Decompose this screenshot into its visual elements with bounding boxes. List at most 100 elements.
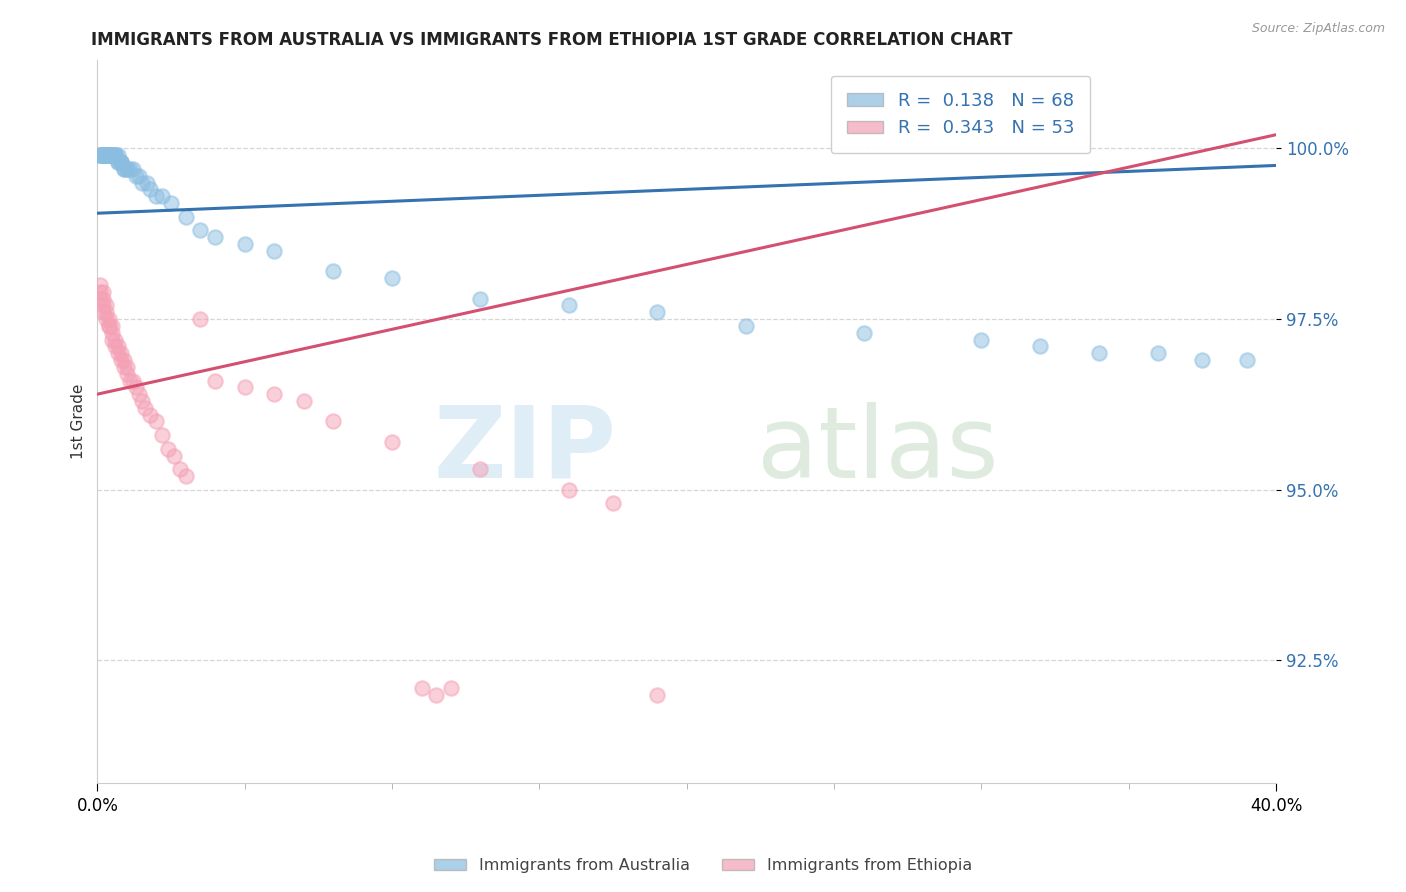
- Point: [115, 161, 138, 176]
- Point: [91, 148, 114, 162]
- Point: [263, 387, 285, 401]
- Legend: Immigrants from Australia, Immigrants from Ethiopia: Immigrants from Australia, Immigrants fr…: [427, 852, 979, 880]
- Point: [110, 346, 132, 360]
- Point: [101, 326, 124, 340]
- Point: [91, 148, 114, 162]
- Point: [190, 223, 212, 237]
- Point: [112, 161, 135, 176]
- Point: [96, 148, 118, 162]
- Point: [96, 148, 118, 162]
- Point: [160, 196, 183, 211]
- Point: [139, 408, 162, 422]
- Point: [163, 449, 186, 463]
- Point: [1088, 346, 1111, 360]
- Point: [157, 442, 180, 456]
- Point: [98, 318, 121, 333]
- Point: [98, 148, 121, 162]
- Point: [1191, 353, 1213, 368]
- Point: [204, 230, 226, 244]
- Point: [1147, 346, 1170, 360]
- Point: [1029, 339, 1052, 353]
- Point: [558, 298, 581, 312]
- Point: [118, 161, 141, 176]
- Point: [107, 346, 129, 360]
- Point: [96, 305, 118, 319]
- Point: [91, 305, 114, 319]
- Text: IMMIGRANTS FROM AUSTRALIA VS IMMIGRANTS FROM ETHIOPIA 1ST GRADE CORRELATION CHAR: IMMIGRANTS FROM AUSTRALIA VS IMMIGRANTS …: [91, 31, 1012, 49]
- Point: [91, 148, 114, 162]
- Point: [121, 161, 143, 176]
- Point: [128, 169, 150, 183]
- Point: [115, 367, 138, 381]
- Point: [204, 374, 226, 388]
- Point: [115, 359, 138, 374]
- Point: [292, 394, 315, 409]
- Point: [96, 298, 118, 312]
- Point: [233, 236, 256, 251]
- Point: [131, 394, 153, 409]
- Point: [118, 374, 141, 388]
- Point: [104, 339, 127, 353]
- Point: [852, 326, 875, 340]
- Point: [89, 285, 111, 299]
- Point: [98, 312, 121, 326]
- Point: [734, 318, 756, 333]
- Point: [91, 298, 114, 312]
- Point: [89, 277, 111, 292]
- Point: [96, 148, 118, 162]
- Point: [110, 353, 132, 368]
- Point: [110, 155, 132, 169]
- Point: [98, 148, 121, 162]
- Point: [98, 148, 121, 162]
- Point: [101, 148, 124, 162]
- Point: [104, 333, 127, 347]
- Point: [107, 148, 129, 162]
- Point: [381, 271, 404, 285]
- Point: [89, 292, 111, 306]
- Y-axis label: 1st Grade: 1st Grade: [72, 384, 86, 459]
- Point: [101, 148, 124, 162]
- Text: Source: ZipAtlas.com: Source: ZipAtlas.com: [1251, 22, 1385, 36]
- Point: [89, 148, 111, 162]
- Legend: R =  0.138   N = 68, R =  0.343   N = 53: R = 0.138 N = 68, R = 0.343 N = 53: [831, 76, 1090, 153]
- Point: [91, 292, 114, 306]
- Point: [107, 155, 129, 169]
- Point: [91, 148, 114, 162]
- Point: [645, 305, 668, 319]
- Point: [98, 148, 121, 162]
- Point: [112, 161, 135, 176]
- Point: [169, 462, 191, 476]
- Point: [381, 434, 404, 449]
- Point: [174, 469, 197, 483]
- Point: [96, 148, 118, 162]
- Point: [110, 155, 132, 169]
- Point: [136, 176, 159, 190]
- Point: [322, 415, 344, 429]
- Point: [558, 483, 581, 497]
- Point: [150, 189, 173, 203]
- Point: [91, 148, 114, 162]
- Point: [134, 401, 156, 415]
- Point: [150, 428, 173, 442]
- Point: [104, 148, 127, 162]
- Point: [322, 264, 344, 278]
- Point: [970, 333, 993, 347]
- Point: [470, 292, 492, 306]
- Point: [470, 462, 492, 476]
- Point: [112, 353, 135, 368]
- Point: [425, 688, 447, 702]
- Point: [602, 496, 624, 510]
- Point: [174, 210, 197, 224]
- Point: [411, 681, 433, 695]
- Point: [139, 182, 162, 196]
- Point: [91, 148, 114, 162]
- Point: [101, 148, 124, 162]
- Point: [121, 374, 143, 388]
- Point: [1236, 353, 1258, 368]
- Point: [101, 318, 124, 333]
- Point: [98, 318, 121, 333]
- Point: [263, 244, 285, 258]
- Point: [96, 312, 118, 326]
- Point: [101, 148, 124, 162]
- Point: [91, 285, 114, 299]
